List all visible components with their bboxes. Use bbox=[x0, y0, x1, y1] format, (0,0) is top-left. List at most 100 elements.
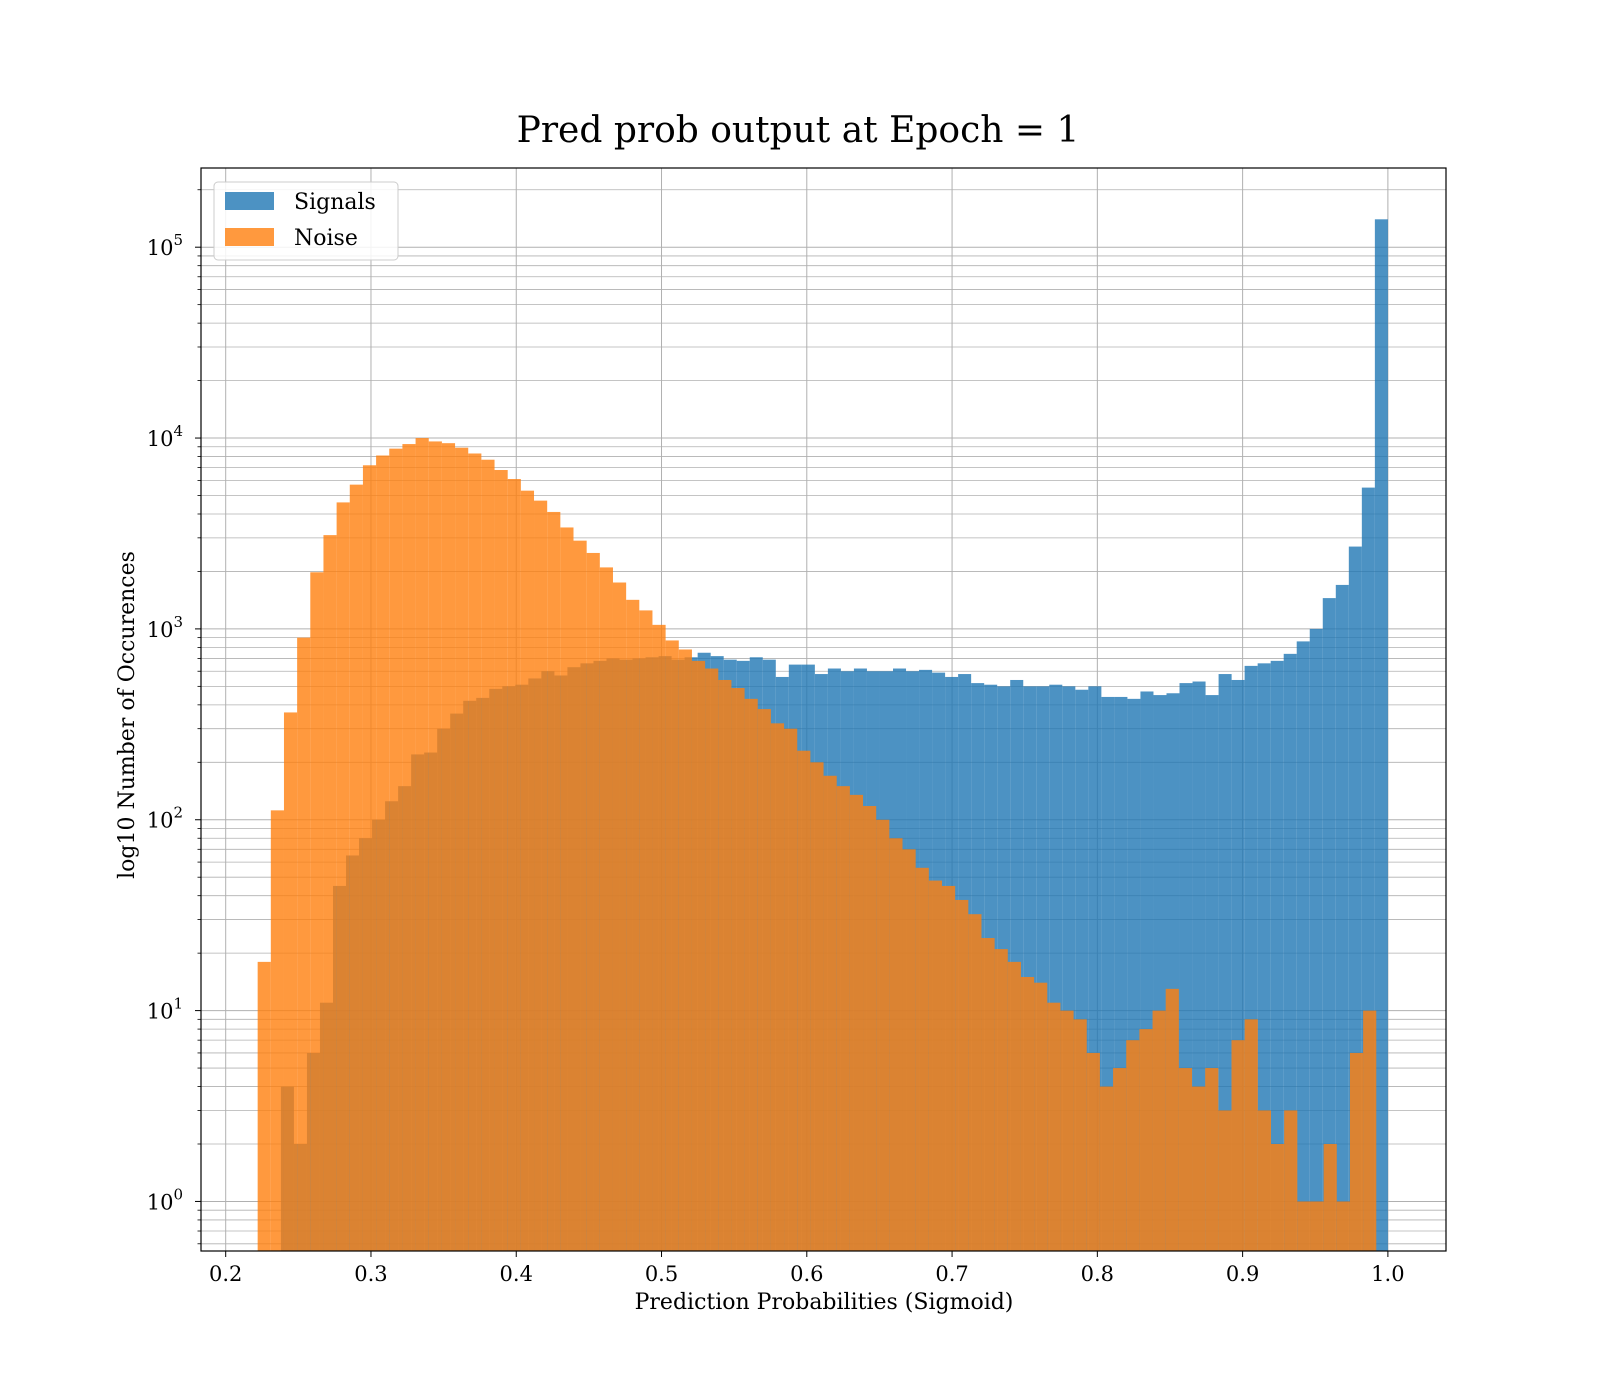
x-tick-label: 1.0 bbox=[1371, 1262, 1404, 1286]
noise-bar-7 bbox=[349, 484, 363, 1251]
noise-bar-51 bbox=[928, 880, 942, 1251]
signals-bar-79 bbox=[1309, 628, 1323, 1251]
noise-bar-8 bbox=[362, 465, 377, 1252]
x-axis-ticks: 0.2 0.3 0.4 0.5 0.6 0.7 0.8 0.9 1.0 bbox=[209, 1251, 1405, 1286]
noise-bar-72 bbox=[1205, 1068, 1219, 1251]
noise-bar-82 bbox=[1336, 1201, 1350, 1251]
noise-bar-66 bbox=[1126, 1040, 1140, 1251]
noise-bar-24 bbox=[573, 540, 587, 1251]
legend-label-signals: Signals bbox=[294, 190, 376, 215]
noise-bar-14 bbox=[441, 443, 456, 1251]
noise-bar-1 bbox=[270, 810, 284, 1251]
noise-bar-54 bbox=[968, 914, 982, 1251]
x-tick-label: 0.8 bbox=[1081, 1262, 1114, 1286]
noise-bar-33 bbox=[691, 660, 706, 1251]
noise-bar-12 bbox=[415, 438, 429, 1251]
noise-bar-74 bbox=[1231, 1040, 1245, 1251]
noise-bar-46 bbox=[863, 806, 877, 1251]
legend-swatch-noise bbox=[225, 228, 274, 246]
noise-bar-79 bbox=[1297, 1201, 1311, 1251]
plot-area bbox=[201, 168, 1446, 1252]
legend-swatch-signals bbox=[225, 192, 274, 210]
noise-bar-10 bbox=[389, 448, 403, 1251]
noise-bar-40 bbox=[784, 728, 798, 1251]
noise-bar-23 bbox=[560, 527, 574, 1251]
legend: Signals Noise bbox=[213, 181, 399, 261]
noise-bar-55 bbox=[981, 938, 995, 1251]
noise-bar-11 bbox=[402, 444, 416, 1251]
noise-bar-42 bbox=[810, 762, 824, 1251]
noise-bar-53 bbox=[955, 899, 969, 1251]
chart-title: Pred prob output at Epoch = 1 bbox=[517, 110, 1080, 151]
noise-bar-31 bbox=[665, 640, 679, 1251]
noise-bar-64 bbox=[1099, 1086, 1114, 1251]
noise-bar-0 bbox=[257, 961, 271, 1251]
y-tick-label: 103 bbox=[147, 613, 183, 642]
noise-bar-57 bbox=[1007, 961, 1021, 1251]
y-tick-label: 102 bbox=[147, 804, 183, 833]
noise-bar-84 bbox=[1363, 1010, 1377, 1251]
noise-bar-56 bbox=[994, 949, 1008, 1251]
noise-bar-63 bbox=[1086, 1052, 1100, 1251]
x-tick-label: 0.4 bbox=[500, 1262, 533, 1286]
noise-bar-50 bbox=[915, 867, 929, 1251]
noise-bar-34 bbox=[705, 668, 719, 1251]
noise-bar-61 bbox=[1060, 1010, 1074, 1251]
noise-bar-20 bbox=[520, 490, 535, 1251]
legend-label-noise: Noise bbox=[294, 226, 358, 251]
y-tick-label: 101 bbox=[147, 995, 183, 1024]
noise-bar-26 bbox=[599, 567, 613, 1251]
noise-bar-18 bbox=[494, 470, 508, 1251]
noise-bar-69 bbox=[1165, 988, 1179, 1251]
y-axis-label: log10 Number of Occurences bbox=[115, 551, 140, 879]
noise-bar-70 bbox=[1178, 1068, 1193, 1251]
noise-bar-36 bbox=[731, 688, 745, 1251]
noise-bar-59 bbox=[1034, 982, 1048, 1251]
noise-bar-80 bbox=[1310, 1201, 1324, 1251]
noise-bar-75 bbox=[1244, 1019, 1258, 1251]
noise-bar-38 bbox=[757, 709, 771, 1251]
noise-bar-16 bbox=[468, 453, 482, 1251]
noise-bar-39 bbox=[770, 723, 785, 1251]
noise-bar-6 bbox=[336, 502, 350, 1251]
noise-bar-30 bbox=[652, 624, 666, 1251]
noise-bar-65 bbox=[1113, 1068, 1127, 1251]
y-tick-label: 104 bbox=[147, 422, 183, 451]
noise-bar-9 bbox=[376, 455, 390, 1252]
noise-bar-32 bbox=[678, 649, 692, 1251]
x-axis-label: Prediction Probabilities (Sigmoid) bbox=[635, 1290, 1014, 1315]
noise-bar-19 bbox=[507, 479, 521, 1251]
signals-bar-81 bbox=[1335, 584, 1349, 1251]
noise-bar-47 bbox=[876, 819, 890, 1251]
noise-bar-29 bbox=[639, 610, 653, 1251]
noise-bar-15 bbox=[455, 447, 469, 1251]
noise-bar-58 bbox=[1020, 976, 1035, 1251]
signals-bar-78 bbox=[1296, 641, 1310, 1251]
noise-bar-73 bbox=[1218, 1110, 1232, 1251]
noise-bar-4 bbox=[310, 572, 324, 1251]
noise-bar-43 bbox=[823, 775, 837, 1251]
noise-bar-5 bbox=[323, 535, 337, 1251]
signals-bar-84 bbox=[1374, 219, 1388, 1251]
signals-bar-75 bbox=[1257, 663, 1271, 1251]
x-tick-label: 0.6 bbox=[790, 1262, 823, 1286]
y-tick-label: 105 bbox=[147, 231, 183, 260]
x-tick-label: 0.2 bbox=[209, 1262, 242, 1286]
noise-bar-21 bbox=[534, 500, 548, 1252]
noise-bar-17 bbox=[481, 459, 495, 1251]
noise-bar-76 bbox=[1257, 1110, 1271, 1251]
x-tick-label: 0.9 bbox=[1226, 1262, 1259, 1286]
noise-bar-2 bbox=[283, 712, 298, 1251]
noise-bar-25 bbox=[586, 552, 600, 1251]
noise-bar-71 bbox=[1192, 1086, 1206, 1251]
noise-bar-27 bbox=[612, 582, 627, 1251]
x-tick-label: 0.3 bbox=[354, 1262, 387, 1286]
y-tick-label: 100 bbox=[147, 1185, 183, 1214]
noise-bar-49 bbox=[902, 849, 916, 1251]
noise-bar-68 bbox=[1152, 1010, 1166, 1251]
noise-bar-22 bbox=[547, 511, 561, 1252]
noise-bar-41 bbox=[797, 750, 811, 1251]
noise-bar-62 bbox=[1073, 1019, 1087, 1251]
signals-bar-72 bbox=[1218, 674, 1232, 1251]
